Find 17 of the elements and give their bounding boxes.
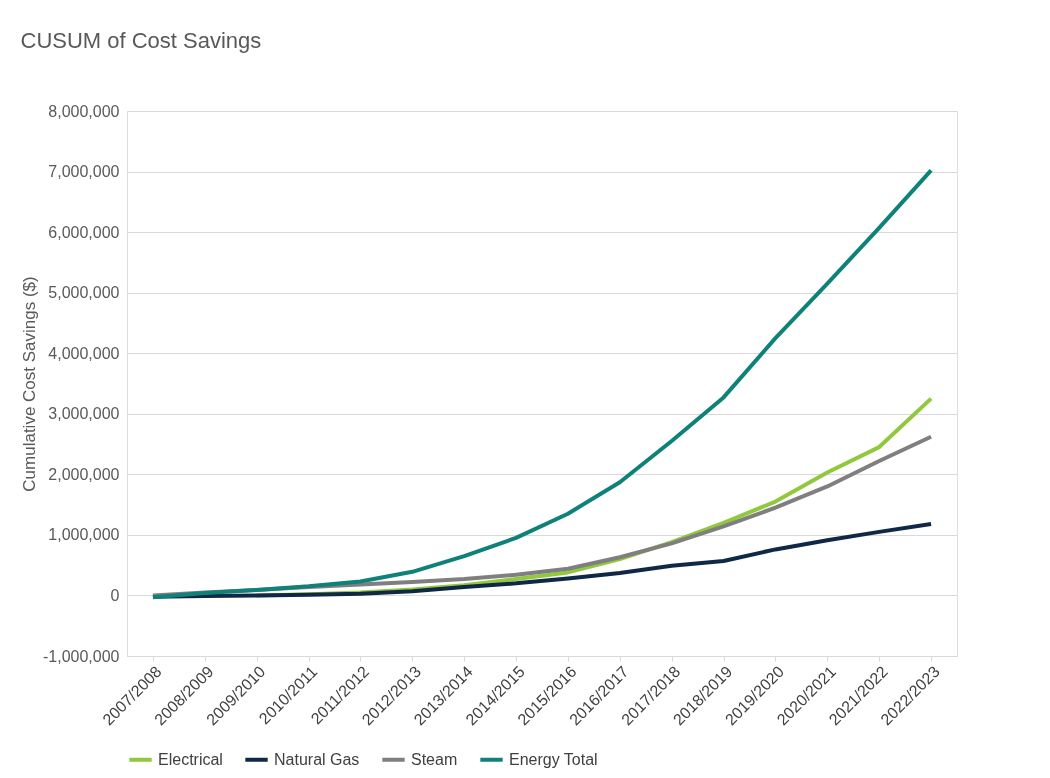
legend-label: Energy Total — [509, 750, 598, 768]
y-tick-label: 3,000,000 — [48, 405, 120, 423]
line-series — [150, 168, 934, 600]
legend-label: Electrical — [158, 750, 223, 768]
y-tick-label: 8,000,000 — [48, 102, 120, 120]
chart-title: CUSUM of Cost Savings — [20, 28, 262, 53]
y-axis-title: Cumulative Cost Savings ($) — [19, 276, 39, 492]
y-tick-label: 6,000,000 — [48, 223, 120, 241]
legend-label: Natural Gas — [274, 750, 360, 768]
y-tick-label: 2,000,000 — [48, 465, 120, 483]
y-tick-label: 4,000,000 — [48, 344, 120, 362]
y-tick-label: 5,000,000 — [48, 284, 120, 302]
y-tick-label: -1,000,000 — [42, 647, 120, 665]
y-tick-label: 7,000,000 — [48, 163, 120, 181]
legend-label: Steam — [411, 750, 458, 768]
y-tick-label: 0 — [110, 586, 120, 604]
y-tick-label: 1,000,000 — [48, 526, 120, 544]
